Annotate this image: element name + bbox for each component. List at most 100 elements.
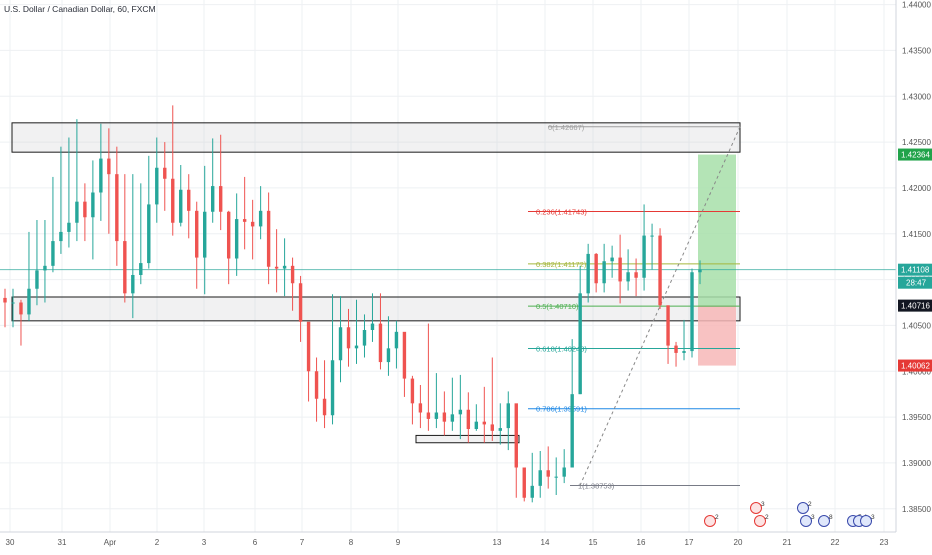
candle-body bbox=[187, 189, 191, 211]
price-tick-label: 1.39500 bbox=[902, 413, 931, 422]
resistance-zone[interactable] bbox=[11, 122, 741, 153]
candle-body bbox=[402, 331, 407, 379]
event-flag-icon[interactable] bbox=[860, 515, 872, 527]
candle-body bbox=[242, 219, 247, 222]
candle-body bbox=[674, 345, 678, 353]
event-flag-icon[interactable] bbox=[750, 502, 762, 514]
candle-body bbox=[179, 189, 183, 223]
candle-body bbox=[107, 158, 111, 175]
price-tick-label: 1.39000 bbox=[902, 459, 931, 468]
time-tick-label: 31 bbox=[58, 538, 67, 547]
candle-body bbox=[498, 428, 502, 431]
long-position[interactable] bbox=[0, 154, 896, 366]
candle-body bbox=[682, 351, 686, 353]
time-tick-label: 8 bbox=[349, 538, 354, 547]
candle-body bbox=[99, 158, 103, 193]
event-count-label: 2 bbox=[808, 501, 812, 508]
event-flag-icon[interactable] bbox=[797, 502, 809, 514]
fib-retracement[interactable]: 0(1.42667) 0.236(1.41743) 0.382(1.41172) 0.… bbox=[528, 123, 741, 491]
candle-body bbox=[370, 323, 375, 330]
candle-body bbox=[195, 210, 199, 258]
price-tag-label: 1.40062 bbox=[901, 362, 930, 371]
position-loss-area[interactable] bbox=[698, 305, 736, 366]
candle-body bbox=[3, 297, 7, 303]
candle-body bbox=[11, 302, 15, 304]
time-tick-label: 16 bbox=[637, 538, 646, 547]
candle-body bbox=[266, 210, 271, 267]
candle-body bbox=[514, 403, 518, 468]
fib-level-label: 0(1.42667) bbox=[548, 123, 585, 132]
price-tag-label: 1.40716 bbox=[901, 302, 930, 311]
candle-body bbox=[147, 204, 151, 264]
candle-body bbox=[418, 403, 423, 413]
candle-body bbox=[458, 409, 463, 415]
candle-body bbox=[27, 288, 31, 315]
candle-body bbox=[67, 222, 71, 232]
candle-body bbox=[51, 241, 55, 266]
price-tick-label: 1.43000 bbox=[902, 92, 931, 101]
event-flag-icon[interactable] bbox=[818, 515, 830, 527]
price-tick-label: 1.40500 bbox=[902, 321, 931, 330]
candle-body bbox=[43, 265, 47, 271]
candle-body bbox=[314, 371, 319, 399]
price-tick-label: 1.41500 bbox=[902, 230, 931, 239]
fib-level-label: 0.5(1.40710) bbox=[536, 302, 579, 311]
time-tick-label: 21 bbox=[783, 538, 792, 547]
event-flag-icon[interactable] bbox=[754, 515, 766, 527]
price-tag-label: 1.42364 bbox=[901, 151, 930, 160]
economic-events[interactable]: 232238513 bbox=[704, 501, 876, 527]
price-tag bbox=[898, 148, 932, 161]
candle-body bbox=[690, 272, 694, 352]
price-tag bbox=[898, 359, 932, 372]
candle-body bbox=[666, 305, 670, 346]
price-tick-label: 1.40000 bbox=[902, 367, 931, 376]
price-tag bbox=[898, 299, 932, 312]
candle-body bbox=[546, 470, 550, 477]
candle-body bbox=[570, 394, 574, 468]
zones bbox=[11, 122, 741, 444]
event-count-label: 3 bbox=[871, 514, 875, 521]
candle-body bbox=[594, 253, 598, 284]
event-flag-icon[interactable] bbox=[704, 515, 716, 527]
candle-body bbox=[434, 412, 439, 419]
candle-body bbox=[354, 345, 359, 349]
candle-body bbox=[450, 414, 455, 422]
candle-body bbox=[123, 241, 127, 294]
price-tick-label: 1.42000 bbox=[902, 184, 931, 193]
event-flag-icon[interactable] bbox=[800, 515, 812, 527]
candle-body bbox=[155, 167, 159, 205]
candle-body bbox=[282, 265, 287, 269]
candle-body bbox=[506, 403, 510, 429]
price-tick-label: 1.43500 bbox=[902, 46, 931, 55]
candle-body bbox=[626, 272, 630, 282]
candle-body bbox=[602, 261, 606, 284]
price-tag-label: 1.41108 bbox=[901, 266, 930, 275]
candle-body bbox=[131, 275, 135, 294]
event-count-label: 8 bbox=[829, 514, 833, 521]
candle-body bbox=[394, 331, 399, 349]
grid bbox=[0, 0, 896, 532]
time-tick-label: Apr bbox=[104, 538, 117, 547]
candles bbox=[3, 105, 702, 503]
candle-body bbox=[338, 327, 343, 361]
mid-zone[interactable] bbox=[11, 296, 741, 322]
time-tick-label: 30 bbox=[6, 538, 15, 547]
support-box[interactable] bbox=[415, 434, 520, 444]
candle-body bbox=[386, 348, 391, 363]
candle-body bbox=[83, 201, 87, 218]
candle-body bbox=[554, 476, 558, 478]
position-profit-area[interactable] bbox=[698, 154, 736, 306]
candle-body bbox=[634, 272, 638, 278]
time-tick-label: 3 bbox=[202, 538, 207, 547]
time-tick-label: 14 bbox=[541, 538, 550, 547]
fib-level-label: 1(1.38753) bbox=[578, 482, 615, 491]
candle-body bbox=[698, 269, 702, 273]
countdown-tag bbox=[898, 276, 932, 289]
candle-body bbox=[658, 235, 662, 306]
candle-body bbox=[610, 257, 614, 262]
candle-body bbox=[298, 283, 303, 322]
candle-body bbox=[490, 424, 494, 431]
time-tick-label: 15 bbox=[589, 538, 598, 547]
